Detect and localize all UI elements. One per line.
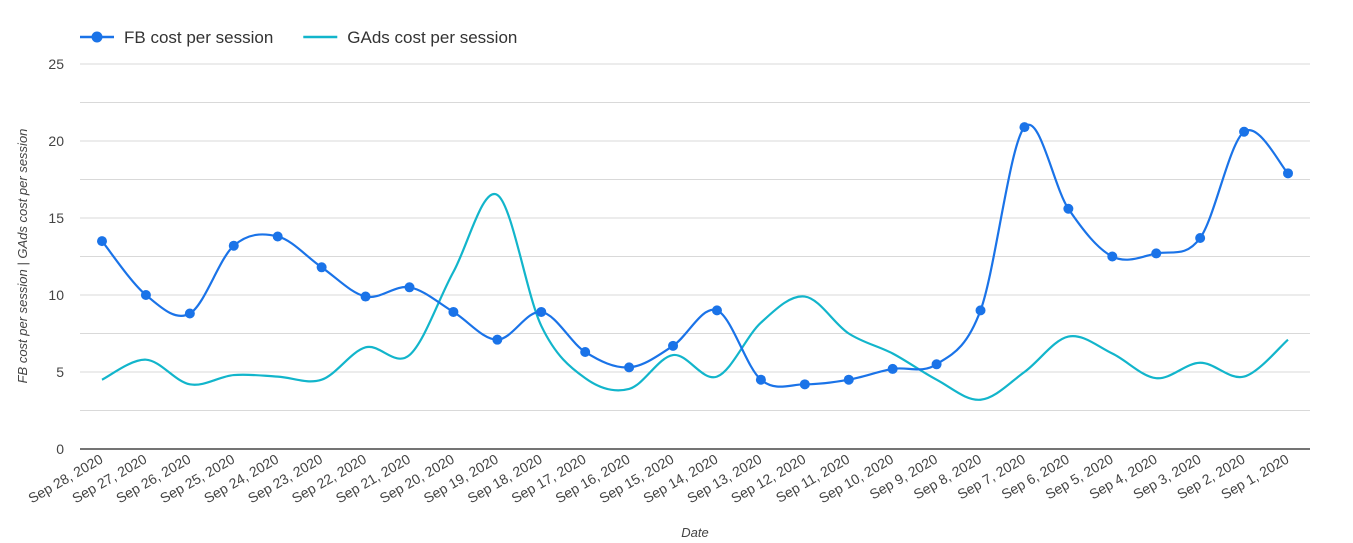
data-point[interactable] — [97, 236, 107, 247]
legend-label: GAds cost per session — [347, 28, 517, 47]
y-tick-label: 5 — [56, 364, 64, 380]
data-point[interactable] — [1019, 122, 1030, 133]
legend-item-gads-cost-per-session[interactable]: GAds cost per session — [303, 28, 517, 47]
data-point[interactable] — [140, 290, 151, 300]
data-point[interactable] — [711, 305, 722, 316]
data-point[interactable] — [668, 340, 679, 351]
data-point[interactable] — [580, 346, 591, 357]
data-point[interactable] — [316, 262, 327, 273]
data-point[interactable] — [492, 334, 503, 345]
y-axis-ticks: 0 5 10 15 20 25 — [48, 56, 64, 457]
y-tick-label: 10 — [48, 287, 64, 303]
data-point[interactable] — [272, 231, 283, 242]
data-point[interactable] — [184, 308, 195, 319]
data-point[interactable] — [1151, 248, 1162, 259]
data-point[interactable] — [228, 240, 239, 251]
legend-item-fb-cost-per-session[interactable]: FB cost per session — [80, 28, 273, 47]
data-point[interactable] — [887, 363, 898, 374]
data-point[interactable] — [536, 306, 547, 317]
y-axis-title: FB cost per session | GAds cost per sess… — [15, 129, 30, 384]
y-tick-label: 20 — [48, 133, 64, 149]
data-point[interactable] — [1239, 126, 1250, 137]
data-point[interactable] — [799, 379, 810, 390]
x-axis-title: Date — [681, 525, 708, 540]
series-fb-cost-per-session — [97, 122, 1293, 390]
series-gads-cost-per-session — [101, 192, 1289, 401]
y-tick-label: 0 — [56, 441, 64, 457]
data-point[interactable] — [404, 282, 415, 293]
data-point[interactable] — [1195, 233, 1206, 244]
legend-label: FB cost per session — [124, 28, 273, 47]
legend-swatch-marker — [91, 31, 103, 43]
legend[interactable]: FB cost per session GAds cost per session — [80, 28, 517, 47]
y-tick-label: 15 — [48, 210, 64, 226]
data-point[interactable] — [1283, 168, 1293, 179]
series-line-gads-cost-per-session — [101, 192, 1289, 401]
series-layer — [97, 122, 1293, 401]
data-point[interactable] — [624, 362, 635, 373]
data-point[interactable] — [448, 306, 459, 317]
data-point[interactable] — [755, 374, 766, 385]
data-point[interactable] — [1107, 251, 1118, 262]
grid-lines — [80, 63, 1310, 450]
data-point[interactable] — [931, 359, 942, 370]
data-point[interactable] — [975, 305, 986, 316]
y-tick-label: 25 — [48, 56, 64, 72]
data-point[interactable] — [843, 374, 854, 385]
data-point[interactable] — [1063, 203, 1074, 214]
data-point[interactable] — [360, 291, 371, 302]
